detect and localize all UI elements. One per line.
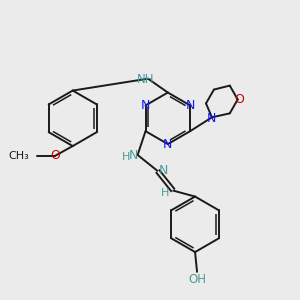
Text: O: O <box>234 93 244 106</box>
Text: H: H <box>122 152 130 162</box>
Text: N: N <box>206 112 216 125</box>
Text: OH: OH <box>188 273 206 286</box>
Text: N: N <box>159 164 168 177</box>
Text: CH₃: CH₃ <box>8 151 29 161</box>
Text: N: N <box>141 99 150 112</box>
Text: N: N <box>163 138 172 151</box>
Text: H: H <box>161 188 170 198</box>
Text: NH: NH <box>137 73 155 86</box>
Text: N: N <box>185 99 195 112</box>
Text: N: N <box>129 149 138 162</box>
Text: O: O <box>50 149 60 162</box>
